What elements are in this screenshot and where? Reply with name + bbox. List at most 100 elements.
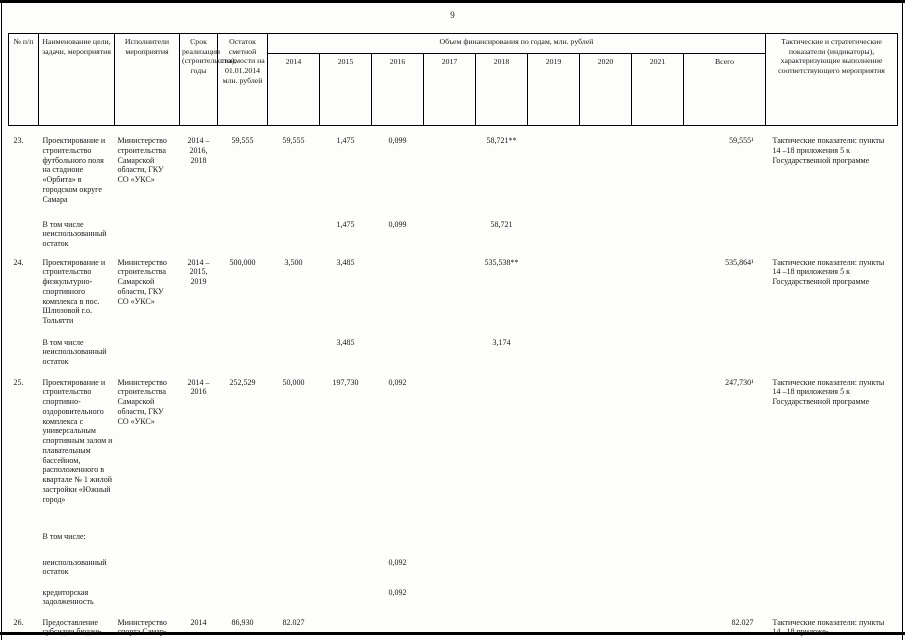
cell-term [180,556,218,586]
header-row-top: № п/п Наименование цели, задачи, меропри… [8,33,898,126]
cell-2015 [320,616,372,640]
cell-number [9,586,39,616]
table-row-25: 25. Проектирование и строительство спорт… [9,376,898,530]
cell-2017 [424,616,476,640]
cell-2019 [528,530,580,556]
cell-2018: 58,721 [490,219,513,229]
cell-2016: 0,092 [388,587,407,597]
cell-2016 [372,530,424,556]
cell-executor [115,556,180,586]
cell-indicators: Тактические показатели: пункты 14 –18 пр… [772,377,885,407]
cell-2017 [424,256,476,336]
cell-term [180,530,218,556]
cell-2015 [320,530,372,556]
cell-2017 [424,218,476,256]
cell-executor [115,336,180,376]
cell-2016 [372,256,424,336]
table-header: № п/п Наименование цели, задачи, меропри… [8,33,898,126]
page-number: 9 [450,10,455,20]
header-col-number: № п/п [8,33,39,126]
cell-2018: 3,174 [492,337,511,347]
cell-balance: 252,529 [229,377,256,387]
cell-term [180,336,218,376]
cell-2019 [528,256,580,336]
header-year-2019: 2019 [527,53,580,126]
header-col-name: Наименование цели, задачи, мероприятия [38,33,115,126]
cell-2019 [528,126,580,218]
cell-executor: Министерство строительства Самарской обл… [117,136,167,184]
table-row-23: 23. Проектирование и строительство футбо… [9,126,898,218]
cell-2021 [632,616,684,640]
cell-executor [115,530,180,556]
cell-2014 [268,218,320,256]
cell-2019 [528,616,580,640]
header-year-2016: 2016 [371,53,424,126]
cell-2019 [528,586,580,616]
cell-2019 [528,376,580,530]
cell-2014 [268,530,320,556]
cell-total [684,336,766,376]
cell-2018 [476,376,528,530]
cell-balance [218,586,268,616]
cell-2021 [632,126,684,218]
header-col-balance: Остаток сметной стоимости на 01.01.2014 … [217,33,268,126]
cell-2020 [580,616,632,640]
cell-number: 24. [13,257,24,267]
page-left-rule [1,0,2,640]
cell-2019 [528,336,580,376]
cell-2020 [580,256,632,336]
header-col-financing-group: Объем финансирования по годам, млн. рубл… [267,33,766,54]
cell-2020 [580,530,632,556]
cell-total [684,218,766,256]
cell-total [684,530,766,556]
cell-2016: 0,099 [388,219,407,229]
header-year-2021: 2021 [631,53,684,126]
cell-total: 82.027 [731,617,754,627]
cell-number: 23. [13,136,24,145]
cell-2015: 1,475 [336,219,355,229]
table-body: 23. Проектирование и строительство футбо… [9,126,898,640]
table-row-25-payables: кредиторская задолженность 0,092 [9,586,898,616]
header-year-2020: 2020 [579,53,632,126]
cell-name: Проектирование и строительство физкульту… [42,257,106,326]
cell-total: 535,864¹ [725,257,754,267]
cell-2019 [528,218,580,256]
cell-name: Проектирование и строительство футбольно… [42,136,106,204]
cell-executor: Министерство строительства Самарской обл… [117,377,167,426]
page-right-rule [902,0,903,640]
cell-2018 [476,530,528,556]
cell-2017 [424,586,476,616]
cell-number [9,218,39,256]
header-year-2017: 2017 [423,53,476,126]
cell-executor: Министерство спорта Самар- [117,617,167,637]
cell-name: В том числе неиспользованный остаток [42,219,107,249]
cell-2018 [476,586,528,616]
cell-balance [218,336,268,376]
cell-indicators: Тактические показатели: пункты 14 –18 пр… [772,257,885,287]
cell-balance [218,218,268,256]
cell-2014 [268,336,320,376]
cell-2017 [424,336,476,376]
cell-2018: 58,721** [486,136,517,145]
cell-2021 [632,530,684,556]
cell-2021 [632,556,684,586]
cell-2021 [632,256,684,336]
cell-2020 [580,126,632,218]
cell-balance [218,530,268,556]
cell-2020 [580,376,632,530]
table-row-25-unused-remainder: неиспользованный остаток 0,092 [9,556,898,586]
cell-name: кредиторская задолженность [42,587,94,607]
cell-total: 59,555¹ [729,136,754,145]
cell-indicators [766,556,898,586]
cell-term [180,586,218,616]
cell-2015 [320,586,372,616]
cell-2020 [580,556,632,586]
cell-indicators [766,218,898,256]
cell-2014 [268,586,320,616]
cell-2014: 82.027 [282,617,305,627]
cell-2018 [476,556,528,586]
cell-2014: 50,000 [282,377,305,387]
page-bottom-rule [0,632,905,635]
header-col-total: Всего [683,53,766,126]
header-col-executors: Исполнители мероприятия [114,33,180,126]
